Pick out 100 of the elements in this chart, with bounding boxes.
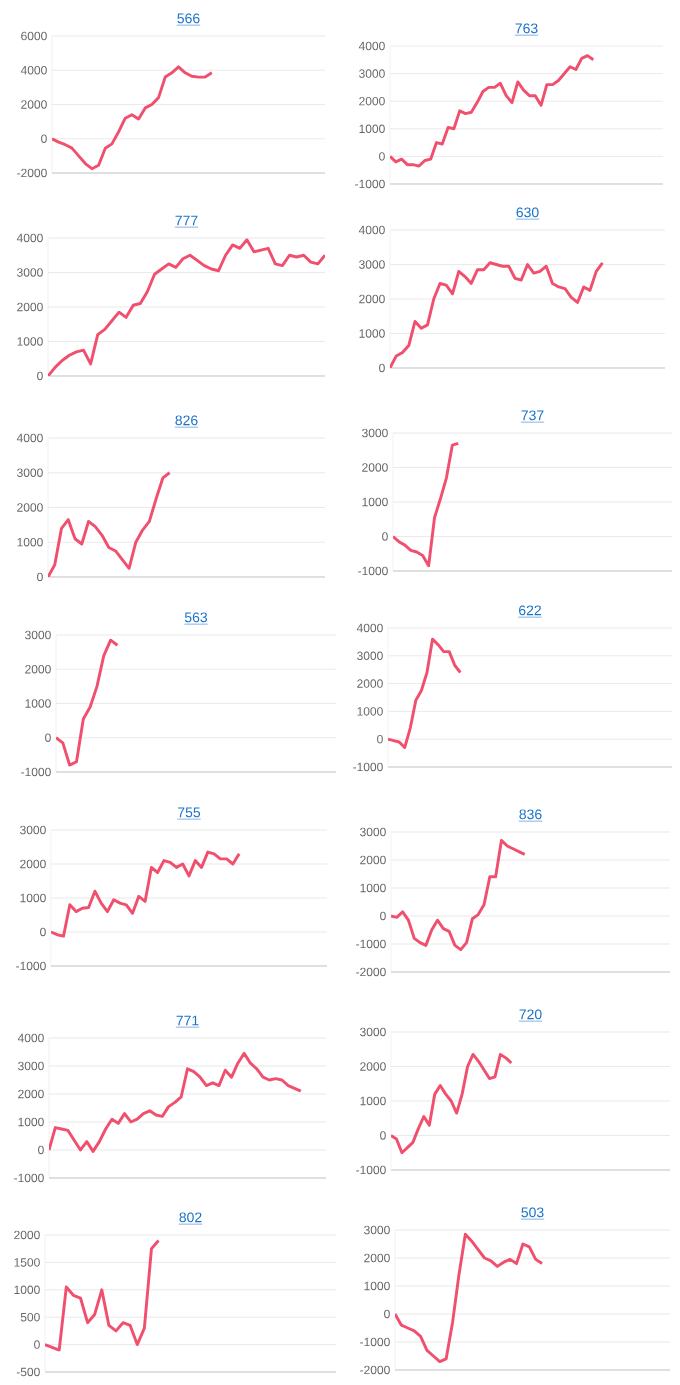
y-tick-label: 2000: [360, 1062, 386, 1071]
y-tick-label: -1000: [355, 179, 385, 189]
line-series: [49, 1051, 303, 1153]
chart-title: 802: [179, 1212, 202, 1223]
y-tick-label: 3000: [359, 69, 385, 78]
y-tick-label: 3000: [362, 428, 388, 438]
y-tick-label: 0: [379, 363, 385, 373]
line-series: [395, 1232, 544, 1364]
y-tick-label: 3000: [360, 1027, 386, 1037]
y-tick-label: 0: [379, 152, 385, 161]
y-tick-label: 1000: [359, 124, 385, 134]
y-tick-label: 3000: [18, 1061, 44, 1071]
y-tick-label: 3000: [20, 825, 46, 835]
y-tick-label: 0: [45, 733, 51, 742]
chart-title: 737: [521, 410, 544, 421]
y-tick-label: 2000: [17, 302, 43, 312]
y-tick-label: 0: [38, 1145, 44, 1155]
chart-title: 630: [516, 207, 539, 218]
y-tick-label: 1000: [362, 497, 388, 507]
y-tick-label: 3000: [360, 827, 386, 837]
chart-title: 563: [184, 612, 208, 623]
chart-title: 503: [521, 1207, 544, 1218]
y-tick-label: -1000: [356, 939, 386, 949]
line-series: [56, 638, 119, 767]
y-tick-label: 4000: [358, 41, 385, 51]
y-tick-label: 4000: [358, 225, 385, 235]
y-tick-label: 0: [382, 532, 388, 541]
chart-title: 763: [515, 23, 538, 34]
y-tick-label: 2000: [17, 503, 43, 512]
y-tick-label: 0: [40, 927, 46, 937]
y-tick-label: 4000: [16, 233, 43, 243]
y-tick-label: 0: [37, 371, 43, 381]
y-tick-label: 3000: [17, 468, 43, 477]
y-tick-label: -1000: [356, 1165, 386, 1175]
y-tick-label: 0: [380, 1131, 386, 1140]
y-tick-label: 2000: [18, 1089, 44, 1099]
chart-title: 771: [176, 1015, 199, 1026]
y-tick-label: 1000: [17, 537, 43, 547]
y-tick-label: 0: [384, 1309, 390, 1319]
line-series: [51, 850, 241, 938]
y-tick-label: 2000: [359, 96, 385, 106]
y-tick-label: 1000: [359, 329, 385, 338]
y-tick-label: 2000: [362, 463, 388, 472]
y-tick-label: -2000: [17, 168, 47, 178]
y-tick-label: 1000: [360, 883, 386, 893]
chart-title: 755: [178, 807, 201, 818]
y-tick-label: 0: [41, 134, 47, 143]
y-tick-label: 3000: [17, 268, 43, 277]
line-series: [48, 471, 172, 577]
y-tick-label: 0: [37, 572, 43, 582]
line-series: [388, 637, 462, 749]
line-series: [393, 441, 460, 568]
y-tick-label: 1000: [17, 337, 43, 346]
chart-title: 826: [175, 415, 198, 426]
y-tick-label: -1000: [21, 767, 51, 777]
y-tick-label: 1000: [357, 707, 383, 716]
line-series: [390, 261, 604, 368]
y-tick-label: 4000: [20, 65, 47, 75]
y-tick-label: -2000: [356, 967, 386, 977]
y-tick-label: 1000: [20, 893, 46, 903]
y-tick-label: 0: [380, 911, 386, 921]
chart-title: 622: [519, 605, 541, 616]
y-tick-label: 1500: [14, 1258, 40, 1267]
y-tick-label: 1000: [14, 1285, 40, 1295]
y-tick-label: 1000: [360, 1096, 386, 1106]
y-tick-label: 2000: [360, 855, 386, 865]
y-tick-label: 2000: [364, 1253, 390, 1263]
chart-title: 720: [519, 1009, 542, 1020]
chart-title: 777: [175, 215, 198, 226]
y-tick-label: 500: [20, 1312, 40, 1322]
y-tick-label: 0: [377, 734, 383, 744]
y-tick-label: 3000: [359, 260, 385, 269]
y-tick-label: 2000: [14, 1230, 40, 1240]
line-series: [391, 838, 527, 952]
y-tick-label: 2000: [359, 294, 385, 304]
y-tick-label: 0: [34, 1340, 40, 1349]
chart-title: 836: [519, 809, 542, 820]
line-series: [45, 1239, 161, 1352]
y-tick-label: 1000: [25, 699, 51, 708]
y-tick-label: -1000: [358, 566, 388, 576]
y-tick-label: 3000: [357, 651, 383, 661]
chart-title: 566: [177, 13, 200, 24]
y-tick-label: 2000: [25, 664, 51, 674]
y-tick-label: 4000: [17, 1033, 44, 1043]
y-tick-label: -1000: [14, 1173, 44, 1183]
y-tick-label: -1000: [360, 1337, 390, 1347]
y-tick-label: -1000: [16, 961, 46, 971]
line-series: [48, 238, 325, 376]
y-tick-label: 6000: [21, 31, 47, 41]
y-tick-label: 4000: [356, 623, 383, 633]
line-series: [52, 65, 214, 171]
y-tick-label: 2000: [20, 859, 46, 869]
y-tick-label: 1000: [364, 1281, 390, 1291]
y-tick-label: 2000: [21, 100, 47, 109]
y-tick-label: 3000: [25, 630, 51, 640]
y-tick-label: 2000: [357, 679, 383, 688]
y-tick-label: 4000: [16, 433, 43, 443]
y-tick-label: 1000: [18, 1117, 44, 1127]
y-tick-label: 3000: [364, 1225, 390, 1235]
y-tick-label: -500: [16, 1367, 40, 1377]
